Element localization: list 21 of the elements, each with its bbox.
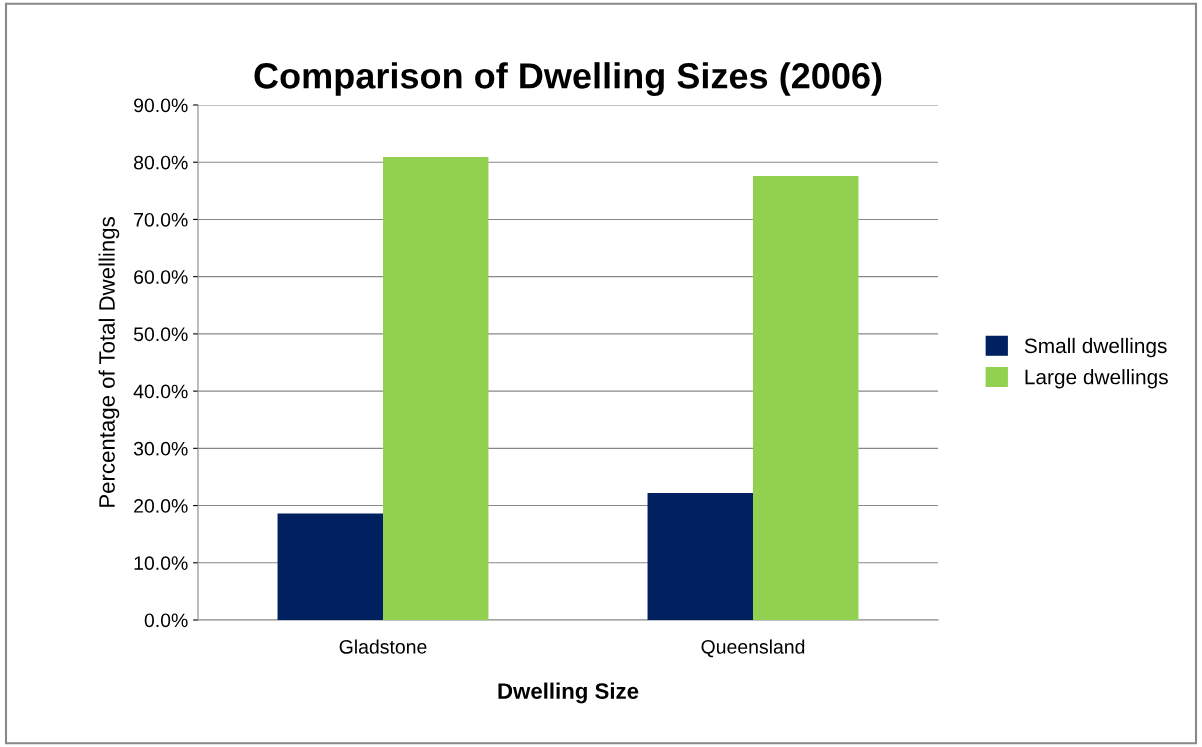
x-tick-label: Queensland — [701, 639, 805, 658]
legend-label: Small dwellings — [1024, 337, 1167, 358]
bar — [277, 513, 383, 620]
y-tick-label: 70.0% — [134, 212, 188, 227]
bar — [647, 492, 753, 620]
y-tick-label: 0.0% — [144, 613, 188, 628]
y-tick-label: 10.0% — [134, 556, 188, 571]
x-tick-label: Gladstone — [339, 639, 427, 654]
bar — [753, 175, 859, 620]
legend-label: Large dwellings — [1025, 369, 1168, 389]
y-tick-label: 20.0% — [134, 499, 188, 513]
bar — [383, 157, 489, 620]
x-axis-title: Dwelling Size — [498, 682, 639, 704]
y-tick-label: 60.0% — [134, 270, 188, 284]
y-tick-label: 40.0% — [133, 384, 188, 399]
y-axis-title: Percentage of Total Dwellings — [98, 217, 120, 507]
y-tick-label: 30.0% — [133, 441, 188, 456]
y-tick-label: 90.0% — [134, 98, 188, 113]
chart-title: Comparison of Dwelling Sizes (2006) — [254, 62, 882, 96]
y-tick-label: 50.0% — [133, 327, 188, 342]
y-tick-label: 80.0% — [133, 155, 188, 170]
